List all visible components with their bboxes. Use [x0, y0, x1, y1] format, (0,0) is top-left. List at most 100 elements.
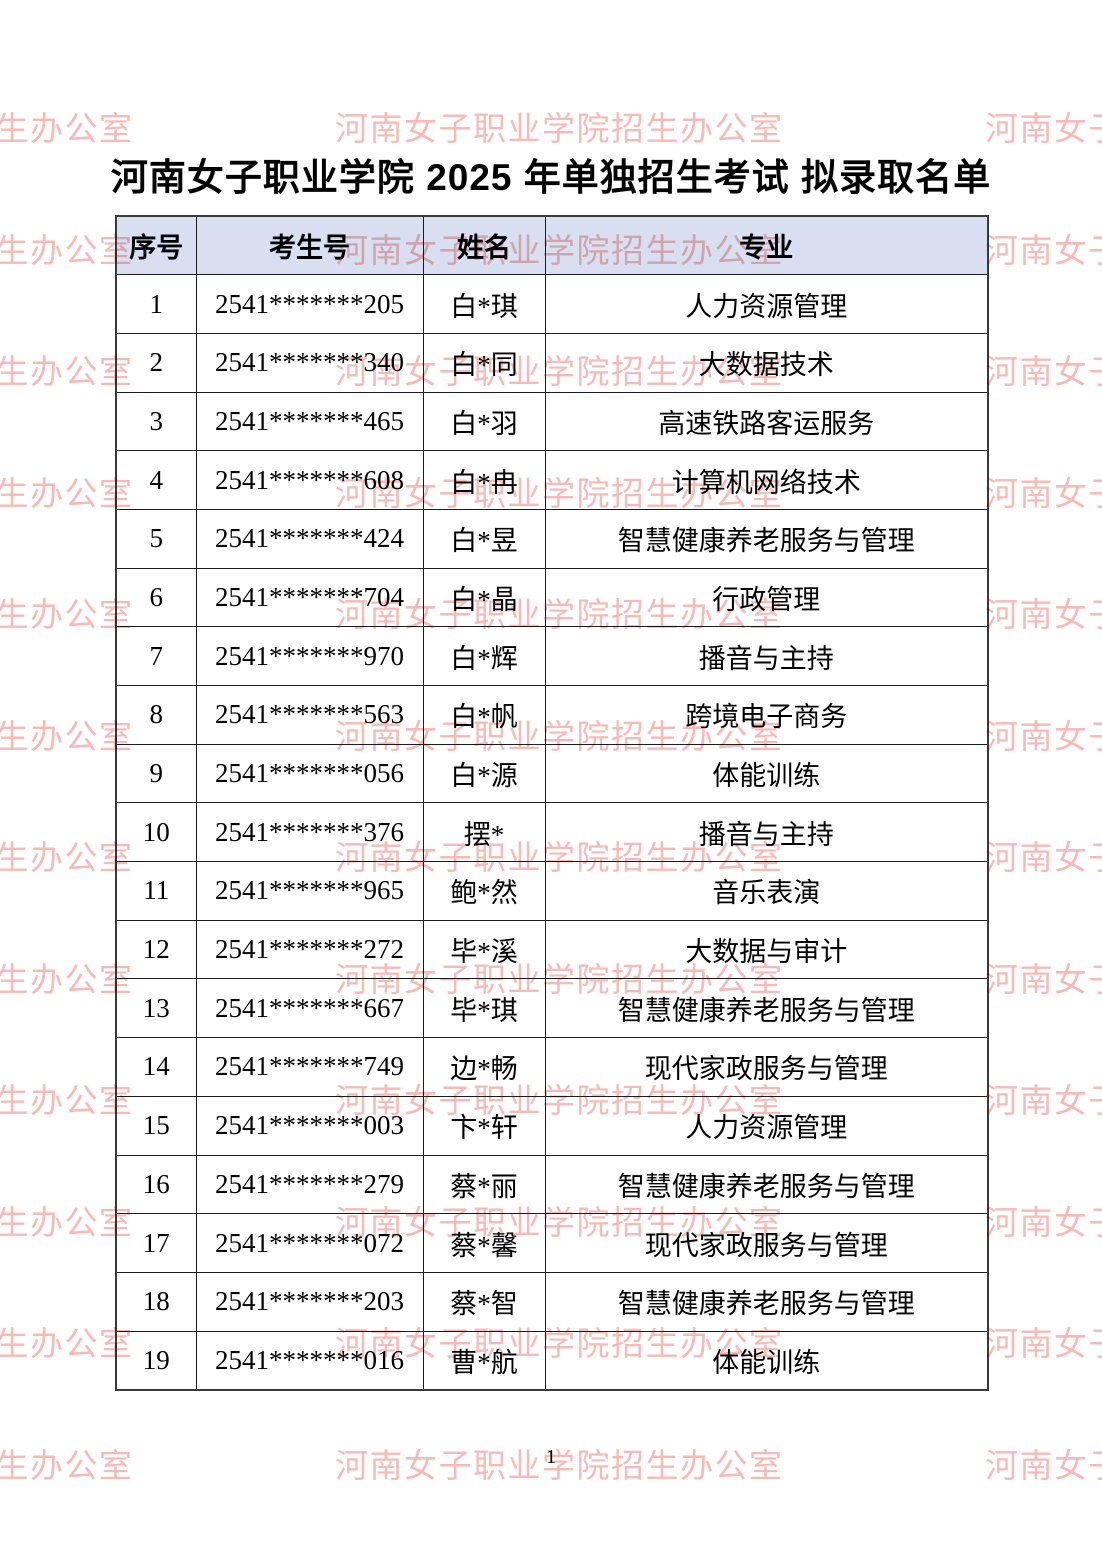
cell-candidate-id: 2541*******279	[195, 1154, 424, 1215]
watermark-text: 河南女子职业学院招生办公室	[0, 963, 134, 999]
cell-name: 卞*轩	[422, 1095, 546, 1156]
cell-candidate-id: 2541*******465	[195, 391, 424, 452]
table-row: 1 2541*******205 白*琪 人力资源管理	[115, 274, 989, 334]
header-cell-candidate-id: 考生号	[195, 215, 424, 276]
cell-candidate-id: 2541*******424	[195, 508, 424, 569]
watermark-text: 河南女子职业学院招生办公室	[0, 1084, 134, 1120]
cell-candidate-id: 2541*******970	[195, 626, 424, 686]
watermark-text: 河南女子职业学院招生办公室	[985, 477, 1102, 513]
page-title: 河南女子职业学院 2025 年单独招生考试 拟录取名单	[110, 157, 992, 198]
cell-name: 白*琪	[422, 274, 546, 334]
watermark-text: 河南女子职业学院招生办公室	[985, 355, 1102, 391]
cell-name: 边*畅	[422, 1037, 546, 1097]
watermark-text: 河南女子职业学院招生办公室	[985, 598, 1102, 634]
cell-name: 白*帆	[422, 685, 546, 745]
cell-candidate-id: 2541*******965	[195, 861, 424, 921]
header-cell-major: 专业	[544, 215, 989, 276]
table-row: 7 2541*******970 白*辉 播音与主持	[115, 626, 989, 686]
cell-name: 白*同	[422, 332, 546, 393]
cell-candidate-id: 2541*******272	[195, 919, 424, 980]
cell-no: 10	[115, 802, 197, 863]
cell-major: 播音与主持	[544, 802, 989, 863]
cell-name: 蔡*馨	[422, 1213, 546, 1273]
watermark-text: 河南女子职业学院招生办公室	[0, 112, 134, 148]
cell-candidate-id: 2541*******376	[195, 802, 424, 863]
watermark-text: 河南女子职业学院招生办公室	[985, 963, 1102, 999]
table-row: 15 2541*******003 卞*轩 人力资源管理	[115, 1095, 989, 1156]
cell-major: 大数据技术	[544, 332, 989, 393]
watermark-text: 河南女子职业学院招生办公室	[0, 1206, 134, 1242]
cell-candidate-id: 2541*******340	[195, 332, 424, 393]
cell-candidate-id: 2541*******704	[195, 567, 424, 628]
cell-major: 音乐表演	[544, 861, 989, 921]
watermark-text: 河南女子职业学院招生办公室	[335, 112, 784, 148]
cell-candidate-id: 2541*******667	[195, 978, 424, 1039]
cell-name: 白*昱	[422, 508, 546, 569]
watermark-text: 河南女子职业学院招生办公室	[0, 598, 134, 634]
cell-candidate-id: 2541*******205	[195, 274, 424, 334]
cell-name: 毕*琪	[422, 978, 546, 1039]
cell-no: 1	[115, 274, 197, 334]
table-row: 19 2541*******016 曹*航 体能训练	[115, 1330, 989, 1391]
cell-no: 4	[115, 450, 197, 510]
cell-name: 白*晶	[422, 567, 546, 628]
watermark-text: 河南女子职业学院招生办公室	[0, 234, 134, 270]
cell-major: 人力资源管理	[544, 1095, 989, 1156]
cell-major: 计算机网络技术	[544, 450, 989, 510]
watermark-text: 河南女子职业学院招生办公室	[0, 355, 134, 391]
table-row: 8 2541*******563 白*帆 跨境电子商务	[115, 685, 989, 745]
cell-major: 体能训练	[544, 743, 989, 804]
watermark-text: 河南女子职业学院招生办公室	[0, 720, 134, 756]
table-row: 9 2541*******056 白*源 体能训练	[115, 743, 989, 804]
cell-no: 12	[115, 919, 197, 980]
cell-candidate-id: 2541*******016	[195, 1330, 424, 1391]
watermark-text: 河南女子职业学院招生办公室	[985, 1327, 1102, 1363]
watermark-text: 河南女子职业学院招生办公室	[985, 1206, 1102, 1242]
cell-no: 5	[115, 508, 197, 569]
cell-name: 白*源	[422, 743, 546, 804]
cell-major: 跨境电子商务	[544, 685, 989, 745]
cell-candidate-id: 2541*******072	[195, 1213, 424, 1273]
table-row: 10 2541*******376 摆* 播音与主持	[115, 802, 989, 863]
cell-major: 现代家政服务与管理	[544, 1037, 989, 1097]
cell-no: 2	[115, 332, 197, 393]
table-row: 2 2541*******340 白*同 大数据技术	[115, 332, 989, 393]
cell-major: 行政管理	[544, 567, 989, 628]
table-row: 14 2541*******749 边*畅 现代家政服务与管理	[115, 1037, 989, 1097]
cell-candidate-id: 2541*******563	[195, 685, 424, 745]
cell-name: 摆*	[422, 802, 546, 863]
cell-name: 蔡*丽	[422, 1154, 546, 1215]
cell-major: 人力资源管理	[544, 274, 989, 334]
cell-name: 鲍*然	[422, 861, 546, 921]
cell-name: 蔡*智	[422, 1271, 546, 1332]
cell-major: 现代家政服务与管理	[544, 1213, 989, 1273]
table-row: 4 2541*******608 白*冉 计算机网络技术	[115, 450, 989, 510]
cell-candidate-id: 2541*******003	[195, 1095, 424, 1156]
cell-major: 智慧健康养老服务与管理	[544, 508, 989, 569]
table-row: 17 2541*******072 蔡*馨 现代家政服务与管理	[115, 1213, 989, 1273]
cell-no: 6	[115, 567, 197, 628]
table-row: 18 2541*******203 蔡*智 智慧健康养老服务与管理	[115, 1271, 989, 1332]
table-row: 13 2541*******667 毕*琪 智慧健康养老服务与管理	[115, 978, 989, 1039]
cell-no: 17	[115, 1213, 197, 1273]
watermark-text: 河南女子职业学院招生办公室	[985, 234, 1102, 270]
table-row: 5 2541*******424 白*昱 智慧健康养老服务与管理	[115, 508, 989, 569]
table-row: 16 2541*******279 蔡*丽 智慧健康养老服务与管理	[115, 1154, 989, 1215]
cell-no: 13	[115, 978, 197, 1039]
watermark-text: 河南女子职业学院招生办公室	[0, 1327, 134, 1363]
watermark-text: 河南女子职业学院招生办公室	[985, 1084, 1102, 1120]
cell-no: 8	[115, 685, 197, 745]
watermark-text: 河南女子职业学院招生办公室	[985, 841, 1102, 877]
cell-major: 智慧健康养老服务与管理	[544, 1154, 989, 1215]
cell-name: 毕*溪	[422, 919, 546, 980]
cell-major: 智慧健康养老服务与管理	[544, 1271, 989, 1332]
cell-major: 体能训练	[544, 1330, 989, 1391]
watermark-text: 河南女子职业学院招生办公室	[985, 720, 1102, 756]
cell-major: 高速铁路客运服务	[544, 391, 989, 452]
cell-candidate-id: 2541*******203	[195, 1271, 424, 1332]
cell-no: 18	[115, 1271, 197, 1332]
cell-major: 大数据与审计	[544, 919, 989, 980]
table-header-row: 序号 考生号 姓名 专业	[115, 215, 989, 276]
cell-major: 播音与主持	[544, 626, 989, 686]
